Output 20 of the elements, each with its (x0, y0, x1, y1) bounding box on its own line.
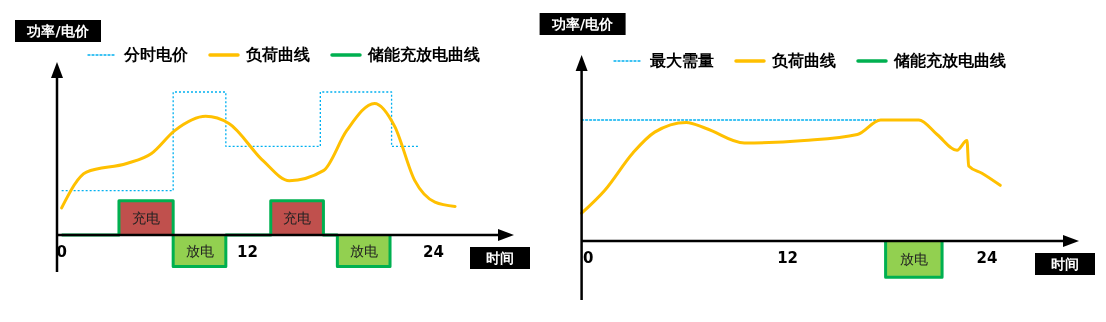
legend-label: 负荷曲线 (771, 51, 836, 70)
legend-label: 储能充放电曲线 (893, 51, 1006, 70)
annotation: 充电 (283, 209, 312, 226)
x-tick-label: 0 (583, 249, 594, 267)
y-axis-title: 功率/电价 (26, 23, 90, 39)
legend-label: 储能充放电曲线 (367, 45, 480, 64)
annotation: 充电 (132, 209, 161, 226)
x-tick-label: 12 (237, 243, 258, 261)
x-tick-label: 24 (976, 249, 998, 267)
legend-label: 分时电价 (123, 45, 189, 64)
annotation: 放电 (349, 242, 378, 259)
x-tick-label: 12 (777, 249, 799, 267)
legend-label: 最大需量 (649, 51, 714, 70)
annotation: 放电 (899, 251, 928, 268)
x-tick-label: 24 (422, 243, 444, 261)
x-axis-title: 时间 (1051, 256, 1079, 272)
x-axis-title: 时间 (486, 250, 514, 266)
legend-label: 负荷曲线 (245, 45, 310, 64)
annotation: 放电 (185, 242, 214, 259)
y-axis-title: 功率/电价 (551, 16, 615, 32)
